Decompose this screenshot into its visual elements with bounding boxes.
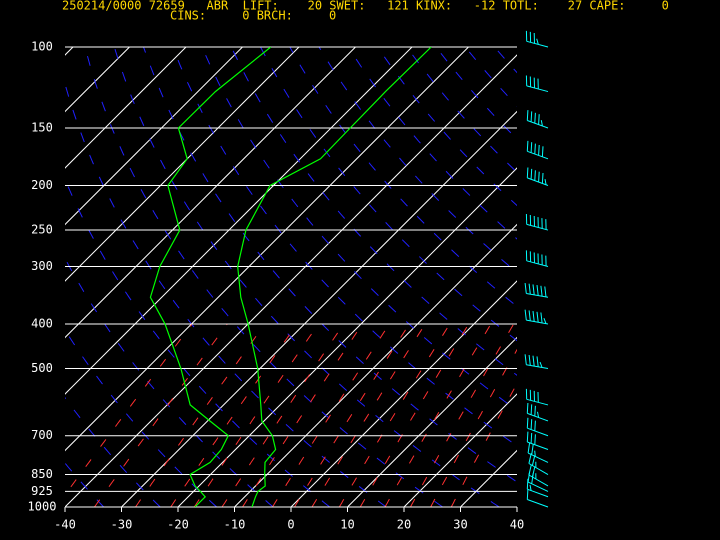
- x-tick-label: 30: [453, 518, 467, 532]
- wind-barb: [528, 464, 549, 487]
- y-tick-label: 925: [31, 484, 53, 498]
- wind-barb: [526, 417, 549, 437]
- mixing-ratio-line: [135, 323, 266, 507]
- mixing-ratio-line: [94, 323, 228, 507]
- wind-barb: [526, 478, 549, 498]
- mixing-ratio-line: [65, 323, 193, 496]
- y-tick-label: 250: [31, 223, 53, 237]
- wind-barb: [525, 250, 549, 267]
- x-tick-label: -40: [54, 518, 76, 532]
- x-tick-label: -20: [167, 518, 189, 532]
- y-tick-label: 500: [31, 361, 53, 375]
- isotherm: [347, 336, 517, 507]
- x-tick-label: 20: [397, 518, 411, 532]
- profiles: [149, 47, 432, 507]
- y-tick-label: 850: [31, 467, 53, 481]
- y-tick-label: 1000: [28, 500, 57, 514]
- x-tick-label: 40: [510, 518, 524, 532]
- isotherm: [65, 47, 243, 226]
- mixing-ratio-line: [221, 323, 345, 507]
- wind-barb: [526, 402, 549, 422]
- dewpoint-line: [149, 47, 272, 507]
- wind-barb: [528, 453, 549, 475]
- isotherm: [121, 110, 517, 507]
- wind-barb: [526, 110, 549, 129]
- wind-barb: [525, 30, 549, 48]
- mixing-ratio-line: [170, 323, 298, 507]
- x-tick-label: 10: [340, 518, 354, 532]
- isotherm: [177, 167, 517, 507]
- header-line-1: 250214/0000 72659 ABR LIFT: 20 SWET: 121…: [62, 0, 669, 13]
- x-tick-label: -10: [224, 518, 246, 532]
- y-tick-label: 200: [31, 178, 53, 192]
- y-tick-label: 300: [31, 259, 53, 273]
- wind-barb: [526, 140, 549, 160]
- wind-barb: [526, 167, 549, 186]
- x-tick-label: 0: [287, 518, 294, 532]
- header-line-2: CINS: 0 BRCH: 0: [170, 9, 336, 23]
- wind-barb: [526, 489, 549, 508]
- wind-barb: [525, 213, 549, 231]
- wind-barb: [524, 283, 549, 298]
- isotherm: [290, 280, 517, 507]
- mixing-ratio-line: [193, 323, 319, 507]
- isotherm: [65, 54, 517, 507]
- wind-barb: [524, 309, 549, 325]
- wind-barb: [526, 431, 549, 450]
- wind-barb: [524, 354, 549, 370]
- isotherm: [403, 393, 517, 507]
- temperature-line: [237, 47, 432, 507]
- isotherm: [65, 47, 413, 395]
- isotherm: [234, 223, 517, 507]
- dry-adiabat: [201, 47, 517, 411]
- y-tick-label: 100: [31, 40, 53, 54]
- isotherm: [65, 47, 300, 282]
- y-tick-label: 400: [31, 316, 53, 330]
- y-tick-label: 150: [31, 121, 53, 135]
- wind-barb: [525, 388, 549, 406]
- isotherm: [65, 47, 187, 169]
- isotherm: [65, 47, 356, 339]
- x-tick-label: -30: [111, 518, 133, 532]
- y-tick-label: 700: [31, 428, 53, 442]
- wind-barb: [525, 75, 549, 93]
- wind-barb: [527, 442, 549, 463]
